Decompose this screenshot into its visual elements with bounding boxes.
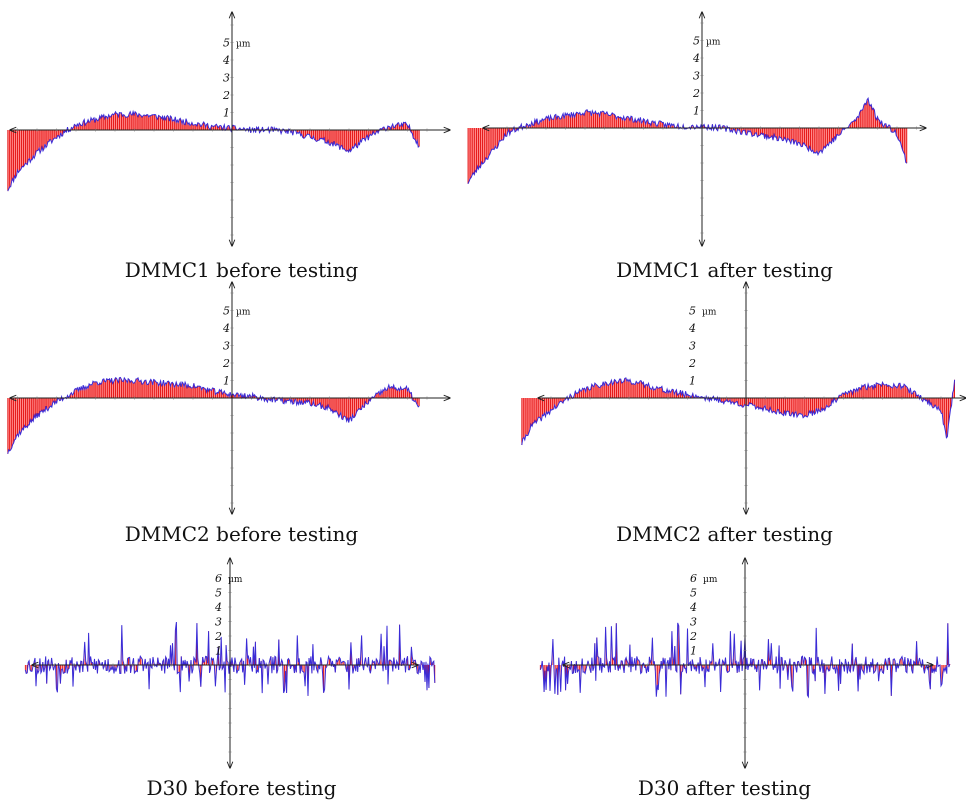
y-tick-label: 1 [215,645,222,658]
y-tick-label: 2 [222,357,230,370]
profile-line [467,97,908,185]
unit-label: µm [236,308,251,318]
y-tick-label: 1 [690,645,697,658]
y-tick-label: 2 [214,630,222,643]
caption-d30-after: D30 after testing [637,776,812,800]
y-tick-label: 3 [690,616,697,629]
chart-d30-after: 1 23 45 6 µm [539,536,951,804]
y-tick-label: 1 [223,107,230,120]
y-tick-label: 6 [215,572,222,585]
y-tick-label: 1 [223,375,230,388]
profile-area [7,111,420,192]
surface-profile [7,109,420,192]
caption-dmmc2-after: DMMC2 after testing [616,522,833,546]
caption-dmmc1-after: DMMC1 after testing [616,258,833,282]
y-tick-label: 4 [688,322,696,335]
y-tick-label: 2 [222,89,230,102]
caption-d30-before: D30 before testing [146,776,337,800]
y-tick-label: 3 [689,340,696,353]
surface-profile [521,377,956,446]
panel-dmmc1-before: 1 2 3 4 5 µm DMMC1 before testing [0,0,483,282]
surface-profile [7,376,420,454]
chart-d30-before: 1 23 45 6 µm [24,536,436,804]
panel-dmmc2-before: 1 2 3 4 5 µm DMMC2 before testing [0,268,483,546]
unit-label: µm [236,40,251,50]
y-tick-label: 2 [689,630,697,643]
y-tick-label: 4 [222,54,230,67]
y-tick-label: 1 [689,375,696,388]
y-tick-label: 5 [689,305,696,318]
y-tick-label: 4 [214,601,222,614]
profile-area [521,377,955,445]
unit-label: µm [706,38,721,48]
y-tick-label: 3 [693,70,700,83]
y-tick-label: 5 [223,37,230,50]
y-tick-label: 5 [223,305,230,318]
profile-line [7,109,420,192]
unit-label: µm [703,575,718,585]
chart-dmmc1-before: 1 2 3 4 5 µm [7,0,483,268]
unit-label: µm [702,308,717,318]
unit-label: µm [228,575,243,585]
y-tick-label: 3 [223,72,230,85]
y-tick-label: 2 [692,87,700,100]
y-tick-label: 3 [215,616,222,629]
panel-d30-before: 1 2 3 4 5 6 µm D30 before testing [0,536,483,804]
caption-dmmc1-before: DMMC1 before testing [124,258,359,282]
y-tick-label: 5 [690,587,697,600]
y-tick-label: 4 [222,322,230,335]
chart-dmmc1-after: 1 2 3 4 5 µm [467,0,966,268]
panel-dmmc2-after: 1 2 3 4 5 µm DMMC2 after testing [483,268,966,546]
profile-line [7,376,420,454]
y-tick-label: 2 [688,357,696,370]
y-tick-label: 3 [223,340,230,353]
y-tick-label: 6 [690,572,697,585]
caption-dmmc2-before: DMMC2 before testing [124,522,359,546]
profile-area [468,98,907,184]
surface-profile [467,97,908,185]
chart-dmmc2-before: 1 2 3 4 5 µm [7,268,483,536]
y-tick-label: 5 [693,35,700,48]
panel-dmmc1-after: 1 2 3 4 5 µm DMMC1 after testing [467,0,966,282]
chart-dmmc2-after: 1 2 3 4 5 µm [521,268,966,536]
profile-line [521,377,956,446]
y-tick-label: 1 [693,105,700,118]
y-tick-label: 4 [692,52,700,65]
panel-d30-after: 1 2 3 4 5 6 µm D30 after testing [483,536,966,804]
y-tick-label: 5 [215,587,222,600]
y-tick-label: 4 [689,601,697,614]
